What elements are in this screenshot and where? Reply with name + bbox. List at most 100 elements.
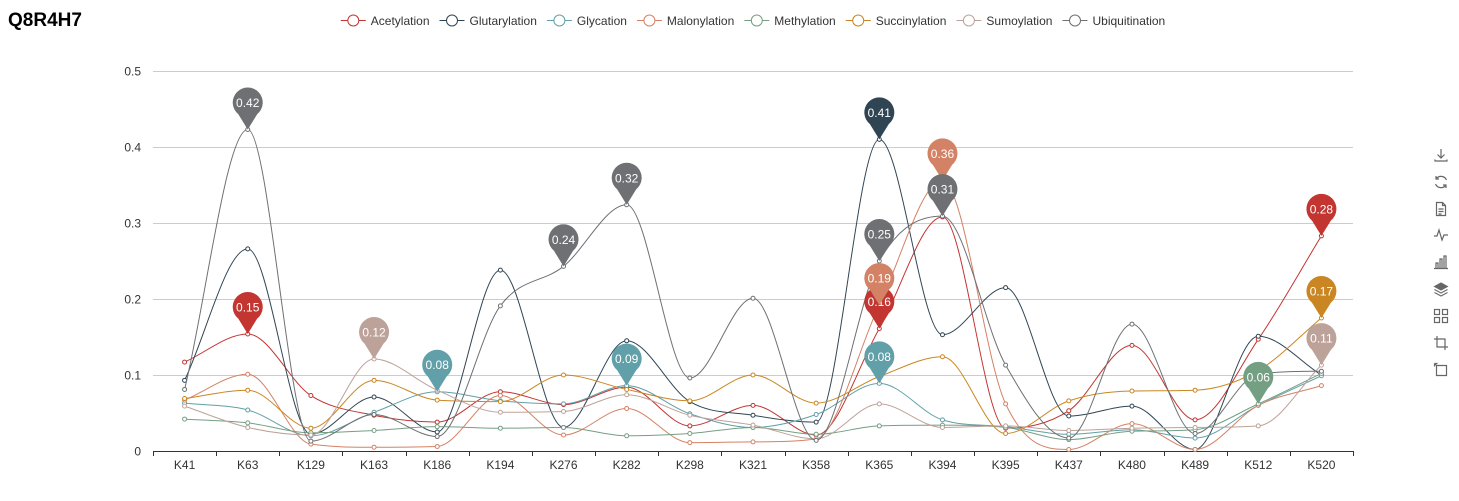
data-point-succinylation[interactable] [1129, 388, 1135, 394]
data-point-glutarylation[interactable] [939, 332, 945, 338]
data-point-sumoylation[interactable] [308, 432, 314, 438]
data-point-methylation[interactable] [497, 425, 503, 431]
data-point-ubiquitination[interactable] [1066, 435, 1072, 441]
legend-item-glycation[interactable]: Glycation [546, 14, 627, 28]
data-point-malonylation[interactable] [371, 444, 377, 450]
data-point-glutarylation[interactable] [497, 267, 503, 273]
data-point-succinylation[interactable] [434, 397, 440, 403]
line-chart-icon[interactable] [1432, 226, 1450, 244]
data-point-succinylation[interactable] [624, 386, 630, 392]
data-point-succinylation[interactable] [245, 387, 251, 393]
data-point-glutarylation[interactable] [1255, 333, 1261, 339]
data-point-malonylation[interactable] [1129, 421, 1135, 427]
data-point-malonylation[interactable] [1192, 446, 1198, 452]
data-point-acetylation[interactable] [1192, 417, 1198, 423]
data-point-succinylation[interactable] [182, 396, 188, 402]
marker-pin-acetylation[interactable]: 0.28 [1306, 193, 1337, 236]
marker-pin-methylation[interactable]: 0.06 [1243, 361, 1274, 404]
data-point-malonylation[interactable] [245, 371, 251, 377]
data-point-malonylation[interactable] [750, 439, 756, 445]
data-point-glutarylation[interactable] [813, 419, 819, 425]
data-point-ubiquitination[interactable] [813, 437, 819, 443]
marker-pin-sumoylation[interactable]: 0.11 [1306, 323, 1337, 366]
data-point-ubiquitination[interactable] [497, 303, 503, 309]
data-point-ubiquitination[interactable] [182, 386, 188, 392]
data-point-methylation[interactable] [245, 420, 251, 426]
data-point-ubiquitination[interactable] [750, 295, 756, 301]
data-point-succinylation[interactable] [813, 400, 819, 406]
data-point-sumoylation[interactable] [1255, 423, 1261, 429]
legend-item-succinylation[interactable]: Succinylation [845, 14, 947, 28]
data-point-succinylation[interactable] [750, 372, 756, 378]
data-point-ubiquitination[interactable] [1003, 362, 1009, 368]
data-point-glutarylation[interactable] [245, 246, 251, 252]
data-point-acetylation[interactable] [1066, 408, 1072, 414]
legend-item-acetylation[interactable]: Acetylation [340, 14, 430, 28]
marker-pin-malonylation[interactable]: 0.36 [927, 138, 958, 181]
marker-pin-ubiquitination[interactable]: 0.32 [611, 162, 642, 205]
save-image-icon[interactable] [1432, 146, 1450, 164]
data-point-sumoylation[interactable] [687, 412, 693, 418]
zoom-reset-icon[interactable] [1432, 360, 1450, 378]
data-point-acetylation[interactable] [1129, 342, 1135, 348]
data-point-glycation[interactable] [939, 417, 945, 423]
data-point-malonylation[interactable] [1318, 383, 1324, 389]
data-point-glycation[interactable] [1192, 435, 1198, 441]
data-point-ubiquitination[interactable] [1129, 321, 1135, 327]
marker-pin-sumoylation[interactable]: 0.12 [359, 317, 390, 360]
data-point-sumoylation[interactable] [1129, 425, 1135, 431]
data-point-sumoylation[interactable] [1066, 427, 1072, 433]
marker-pin-ubiquitination[interactable]: 0.42 [232, 87, 263, 130]
data-point-glutarylation[interactable] [371, 394, 377, 400]
series-line-acetylation[interactable] [184, 216, 1322, 436]
data-point-sumoylation[interactable] [245, 424, 251, 430]
data-point-glycation[interactable] [245, 407, 251, 413]
data-point-succinylation[interactable] [371, 377, 377, 383]
data-point-glutarylation[interactable] [1003, 285, 1009, 291]
data-point-succinylation[interactable] [497, 399, 503, 405]
data-point-sumoylation[interactable] [939, 424, 945, 430]
data-point-malonylation[interactable] [497, 393, 503, 399]
restore-icon[interactable] [1432, 173, 1450, 191]
series-line-ubiquitination[interactable] [184, 129, 1322, 442]
legend-item-malonylation[interactable]: Malonylation [636, 14, 734, 28]
marker-pin-ubiquitination[interactable]: 0.31 [927, 174, 958, 217]
data-view-icon[interactable] [1432, 200, 1450, 218]
data-point-acetylation[interactable] [687, 423, 693, 429]
marker-pin-succinylation[interactable]: 0.17 [1306, 275, 1337, 318]
bar-chart-icon[interactable] [1432, 253, 1450, 271]
stack-icon[interactable] [1432, 280, 1450, 298]
marker-pin-glycation[interactable]: 0.09 [611, 343, 642, 386]
data-point-succinylation[interactable] [1003, 431, 1009, 437]
data-point-succinylation[interactable] [308, 425, 314, 431]
legend[interactable]: Acetylation Glutarylation Glycation Malonyl… [340, 14, 1165, 28]
legend-item-sumoylation[interactable]: Sumoylation [956, 14, 1052, 28]
legend-item-methylation[interactable]: Methylation [744, 14, 836, 28]
marker-pin-glycation[interactable]: 0.08 [422, 349, 453, 392]
data-point-succinylation[interactable] [939, 354, 945, 360]
data-point-glutarylation[interactable] [434, 429, 440, 435]
data-point-ubiquitination[interactable] [687, 375, 693, 381]
data-point-methylation[interactable] [561, 424, 567, 430]
data-point-methylation[interactable] [624, 433, 630, 439]
data-point-ubiquitination[interactable] [308, 438, 314, 444]
data-point-acetylation[interactable] [434, 419, 440, 425]
data-point-acetylation[interactable] [308, 393, 314, 399]
data-point-sumoylation[interactable] [624, 392, 630, 398]
marker-pin-malonylation[interactable]: 0.19 [864, 263, 895, 306]
data-point-succinylation[interactable] [1066, 398, 1072, 404]
data-point-sumoylation[interactable] [497, 409, 503, 415]
data-point-sumoylation[interactable] [1003, 423, 1009, 429]
marker-pin-ubiquitination[interactable]: 0.25 [864, 218, 895, 261]
marker-pin-glutarylation[interactable]: 0.41 [864, 97, 895, 140]
data-point-glutarylation[interactable] [750, 412, 756, 418]
data-point-sumoylation[interactable] [750, 422, 756, 428]
legend-item-glutarylation[interactable]: Glutarylation [439, 14, 537, 28]
data-point-glycation[interactable] [561, 401, 567, 407]
data-point-malonylation[interactable] [1003, 401, 1009, 407]
data-point-ubiquitination[interactable] [434, 434, 440, 440]
data-point-sumoylation[interactable] [876, 401, 882, 407]
data-point-sumoylation[interactable] [561, 408, 567, 414]
data-point-malonylation[interactable] [687, 440, 693, 446]
data-point-methylation[interactable] [434, 424, 440, 430]
